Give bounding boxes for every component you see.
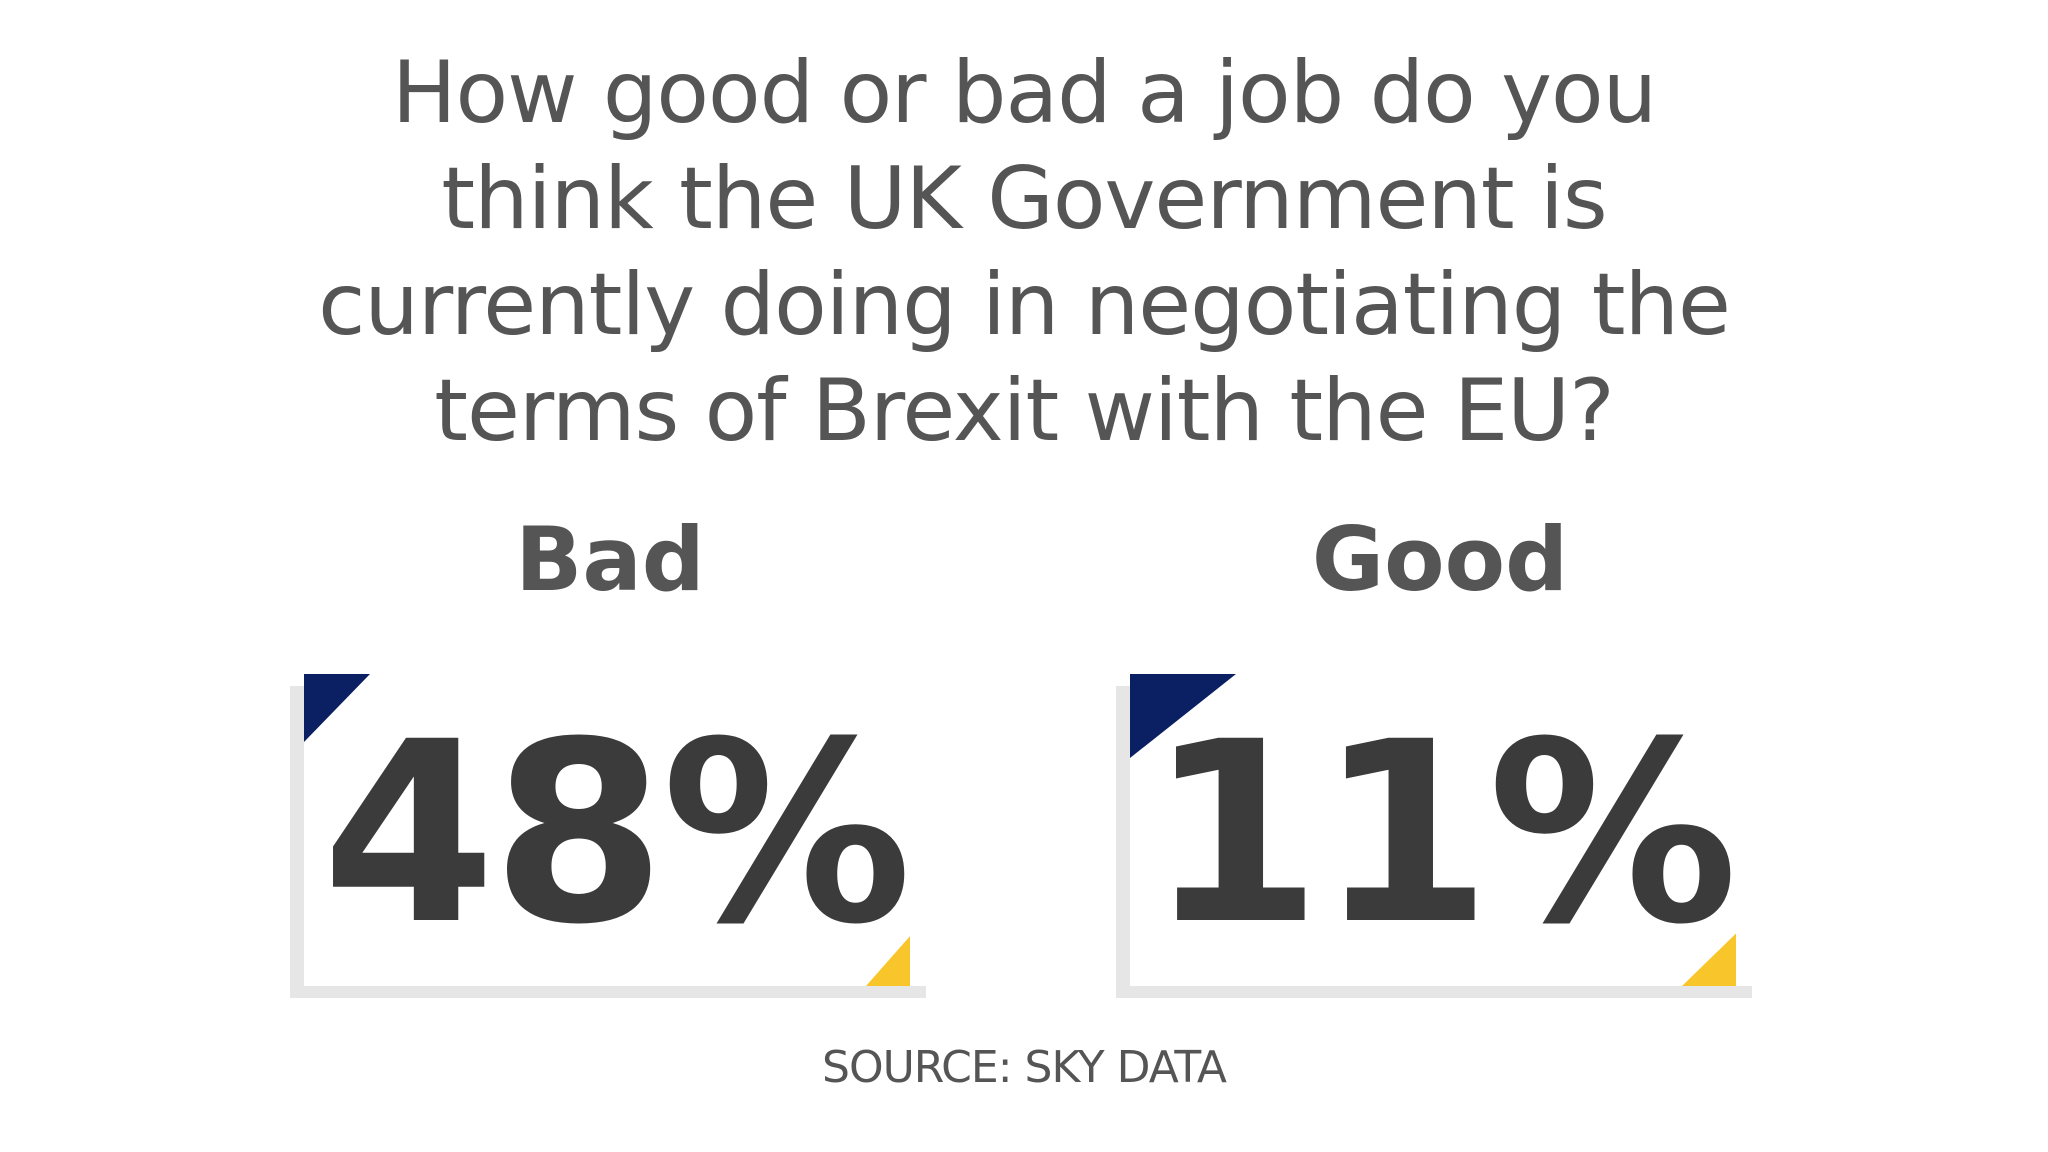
question-line-4: terms of Brexit with the EU? bbox=[434, 361, 1615, 461]
stat-value-good: 11% bbox=[1147, 688, 1738, 979]
yellow-corner-triangle bbox=[1682, 933, 1736, 986]
stat-label-good: Good bbox=[1311, 508, 1569, 611]
stat-card-bad: 48% bbox=[290, 674, 926, 998]
card-face bbox=[1130, 674, 1752, 986]
stat-card-good: 11% bbox=[1116, 674, 1752, 998]
question-line-3: currently doing in negotiating the bbox=[318, 255, 1731, 355]
question-line-1: How good or bad a job do you bbox=[391, 43, 1657, 143]
card-corners bbox=[1130, 674, 1736, 986]
stat-value-bad: 48% bbox=[321, 688, 912, 979]
source-note: SOURCE: SKY DATA bbox=[822, 1042, 1227, 1093]
question-line-2: think the UK Government is bbox=[441, 149, 1607, 249]
navy-corner-triangle bbox=[304, 674, 370, 742]
question-title: How good or bad a job do you think the U… bbox=[224, 40, 1824, 464]
navy-corner-triangle bbox=[1130, 674, 1236, 758]
card-corners bbox=[304, 674, 910, 986]
stat-label-bad: Bad bbox=[515, 508, 705, 611]
card-face bbox=[304, 674, 926, 986]
